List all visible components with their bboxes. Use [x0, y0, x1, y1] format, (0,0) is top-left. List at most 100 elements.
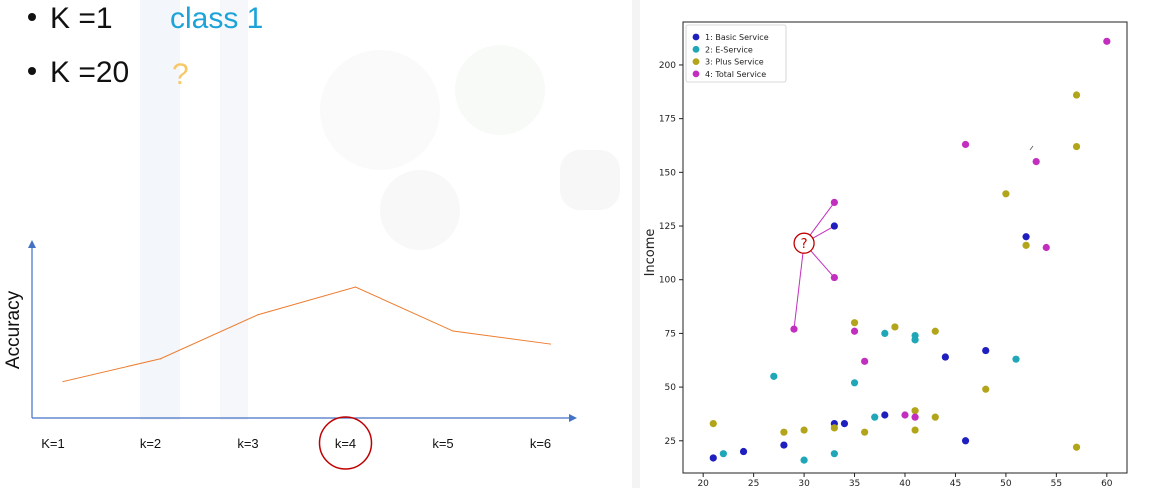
point-plus	[891, 323, 899, 331]
x-tick-label: 40	[899, 479, 911, 488]
bullet-k20: K =20	[28, 56, 129, 90]
legend-marker-eservice	[692, 45, 700, 53]
point-plus	[709, 420, 717, 428]
bullet-k20-text: K =20	[50, 56, 130, 89]
accuracy-point-k4	[354, 286, 357, 288]
stray-mark	[1029, 145, 1034, 151]
point-total	[1042, 243, 1050, 252]
x-tick-label: k=6	[530, 436, 551, 451]
point-plus	[1072, 91, 1081, 99]
point-basic	[840, 420, 849, 428]
bullet-k1-text: K =1	[50, 2, 113, 35]
point-total	[830, 198, 838, 206]
accuracy-point-k5	[452, 330, 454, 332]
y-axis-arrow	[28, 240, 36, 248]
point-plus	[861, 428, 869, 436]
query-point-circle	[793, 232, 815, 254]
x-tick-label: K=1	[41, 436, 65, 451]
legend-label-eservice: 2: E-Service	[705, 45, 753, 54]
y-tick-label: 75	[665, 329, 676, 339]
panel-divider	[632, 0, 640, 488]
y-tick-label: 150	[659, 168, 676, 178]
point-plus	[830, 424, 838, 432]
point-plus	[800, 426, 808, 434]
point-plus	[1072, 142, 1081, 151]
point-total	[1103, 37, 1111, 45]
x-tick-label: k=2	[140, 436, 161, 451]
point-plus	[911, 407, 919, 415]
point-plus	[1022, 241, 1030, 249]
point-total	[1032, 157, 1040, 166]
point-eservice	[881, 329, 889, 338]
point-plus	[850, 319, 859, 327]
point-eservice	[719, 450, 727, 458]
legend-label-basic: 1: Basic Service	[705, 33, 769, 42]
y-tick-label: 175	[659, 115, 676, 125]
point-plus	[931, 413, 939, 421]
income-scatter-chart: 20 25 30 35 40 45 50 55 60 25 50 75 100 125 150 175 200 I…	[643, 21, 1128, 488]
point-eservice	[911, 331, 919, 340]
legend-marker-total	[692, 70, 700, 78]
point-eservice	[800, 456, 808, 464]
y-axis-label: Income	[643, 229, 658, 277]
point-plus	[982, 385, 990, 393]
point-basic	[941, 353, 949, 361]
point-total	[911, 413, 919, 421]
y-tick-label: 50	[665, 383, 677, 393]
y-axis-label: Accuracy	[3, 290, 24, 369]
point-basic	[830, 222, 838, 230]
legend-box	[685, 24, 787, 83]
y-tick-label: 100	[659, 276, 676, 286]
point-eservice	[871, 413, 879, 421]
point-total	[901, 411, 909, 419]
x-tick-label: k=3	[237, 436, 258, 451]
x-axis-arrow	[569, 414, 577, 422]
point-plus	[931, 327, 939, 335]
point-basic	[780, 441, 788, 449]
point-eservice	[830, 450, 838, 458]
point-plus	[780, 428, 788, 436]
point-basic	[982, 346, 990, 355]
legend-marker-basic	[692, 33, 700, 41]
point-eservice	[850, 379, 859, 387]
point-basic	[1022, 233, 1030, 241]
accuracy-point-k6	[549, 343, 552, 345]
plot-frame	[682, 21, 1128, 474]
legend-marker-plus	[692, 58, 700, 65]
x-tick-label: 60	[1101, 479, 1113, 488]
accuracy-line	[62, 286, 551, 383]
legend-label-plus: 3: Plus Service	[705, 58, 764, 67]
accuracy-point-k2	[159, 358, 162, 360]
point-basic	[961, 437, 970, 445]
point-eservice	[1012, 355, 1020, 363]
k1-answer-label: class 1	[170, 2, 264, 35]
bullet-dot	[28, 67, 36, 76]
point-basic	[709, 454, 717, 462]
k20-answer-label: ?	[172, 58, 189, 91]
point-plus	[1002, 190, 1010, 198]
point-plus	[1072, 443, 1081, 451]
point-plus	[911, 426, 919, 434]
accuracy-point-k1	[62, 380, 64, 383]
point-total	[861, 357, 869, 365]
point-total	[850, 327, 859, 335]
x-tick-label: 35	[849, 479, 860, 488]
neighbor-line	[793, 243, 805, 330]
x-tick-label: k=5	[432, 436, 453, 451]
x-tick-label: 50	[1000, 479, 1012, 488]
point-eservice	[770, 372, 778, 380]
y-tick-label: 25	[665, 437, 676, 447]
accuracy-point-k3	[257, 314, 259, 316]
point-total	[790, 325, 798, 333]
y-tick-label: 200	[659, 61, 676, 71]
point-total	[830, 273, 838, 282]
x-tick-label: 45	[950, 479, 961, 488]
point-basic	[881, 411, 889, 419]
x-tick-label: k=4	[335, 436, 356, 451]
x-tick-label: 25	[748, 479, 759, 488]
legend-label-total: 4: Total Service	[705, 70, 766, 79]
legend: 1: Basic Service 2: E-Service 3: Plus Serv…	[685, 24, 787, 83]
point-basic	[739, 447, 748, 456]
x-tick-label: 20	[697, 479, 709, 488]
